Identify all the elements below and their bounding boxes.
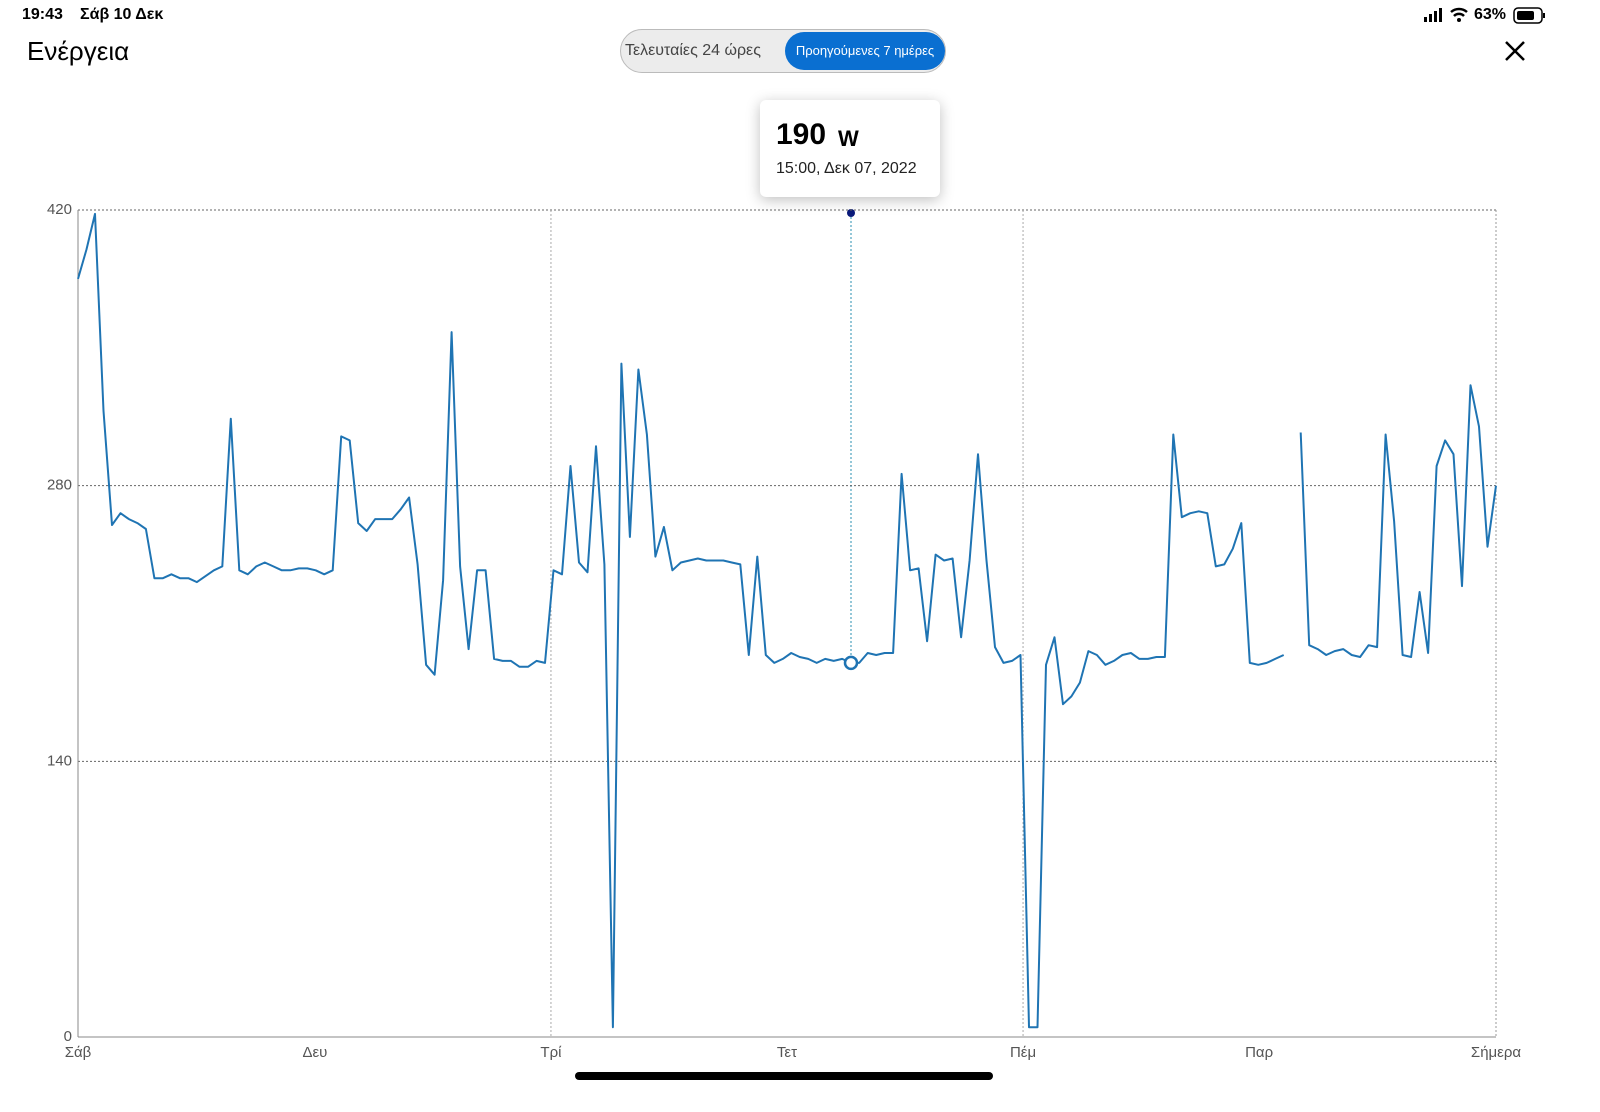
data-line	[77, 212, 1497, 1029]
tab[interactable]: Τελευταίες 24 ώρες	[625, 42, 761, 59]
tooltip-label: 15:00, Δεκ 07, 2022	[776, 160, 917, 177]
x-tick-label: Τρί	[540, 1044, 562, 1061]
segmented-control: Τελευταίες 24 ώρες Προηγούμενες 7 ημέρες	[620, 29, 946, 73]
x-tick-label: Τετ	[777, 1044, 797, 1061]
x-tick-label: Παρ	[1245, 1044, 1273, 1061]
close-button[interactable]	[1505, 41, 1525, 61]
x-tick-label: Δευ	[302, 1044, 327, 1061]
status-time: 19:43	[22, 6, 63, 23]
status-date: Σάβ 10 Δεκ	[80, 6, 164, 23]
y-tick-label: 420	[47, 201, 72, 218]
status-icons	[1424, 7, 1545, 24]
x-tick-label: Σήμερα	[1471, 1044, 1521, 1061]
status-battery: 63%	[1474, 6, 1507, 23]
tooltip-value: 190	[776, 118, 827, 151]
tooltip-unit: W	[838, 126, 859, 151]
tab-active[interactable]: Προηγούμενες 7 ημέρες	[785, 32, 945, 70]
x-tick-label: Σάβ	[65, 1044, 92, 1061]
y-tick-label: 0	[64, 1028, 72, 1045]
home-indicator	[575, 1072, 993, 1080]
tooltip-dot	[847, 209, 855, 217]
x-tick-label: Πέμ	[1010, 1044, 1036, 1061]
y-tick-label: 280	[47, 477, 72, 494]
header-title: Ενέργεια	[27, 36, 130, 66]
tooltip-marker	[843, 655, 859, 671]
y-tick-label: 140	[47, 752, 72, 769]
tooltip: 190 W 15:00, Δεκ 07, 2022	[760, 100, 940, 197]
